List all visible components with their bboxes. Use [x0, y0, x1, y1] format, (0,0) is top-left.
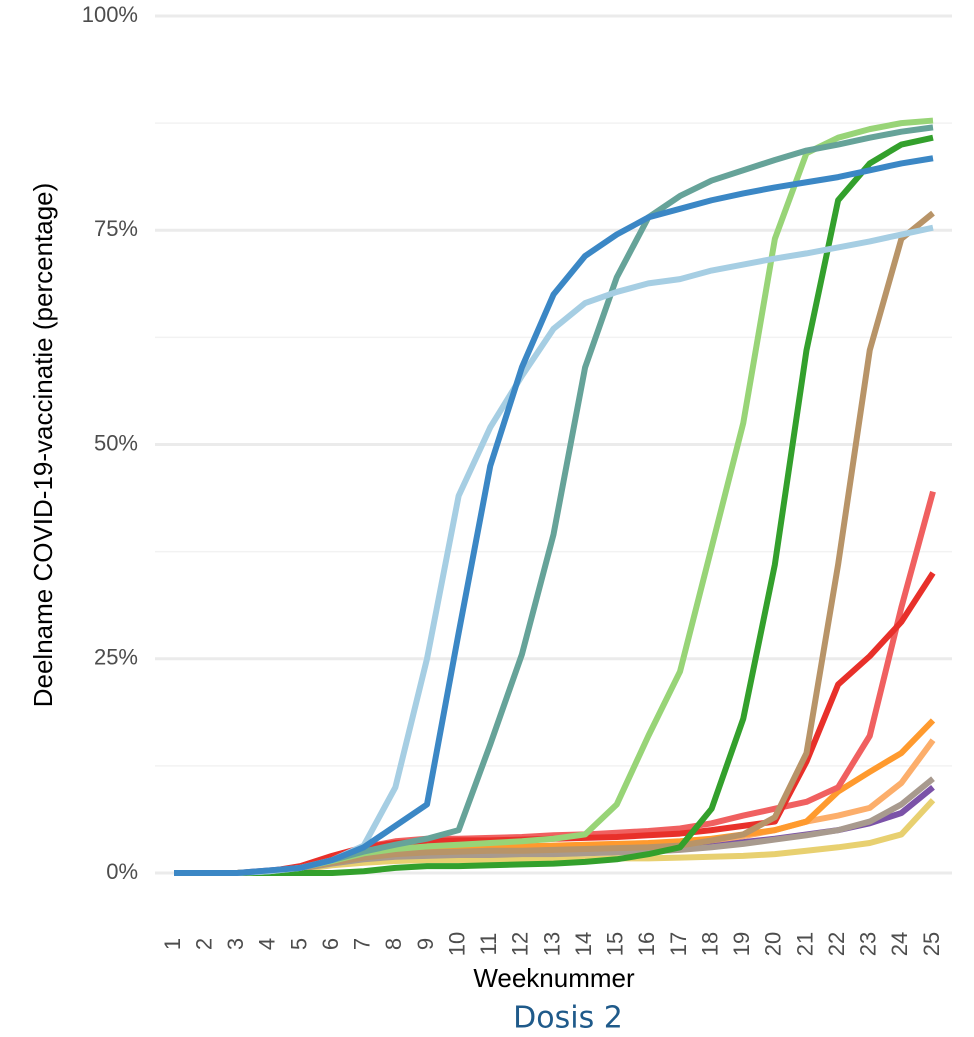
- subtitle: Dosis 2: [513, 1001, 623, 1036]
- series-line: [174, 571, 936, 876]
- x-tick-label: 16: [634, 932, 659, 956]
- x-tick-label: 22: [824, 932, 849, 956]
- y-axis-label: Deelname COVID-19-vaccinatie (percentage…: [28, 183, 58, 708]
- x-tick-label: 21: [792, 932, 817, 956]
- x-tick-label: 25: [919, 932, 944, 956]
- y-tick-label: 100%: [82, 2, 138, 27]
- y-tick-label: 75%: [94, 216, 138, 241]
- x-tick-label: 2: [191, 938, 216, 950]
- x-tick-label: 13: [539, 932, 564, 956]
- x-axis-label: Weeknummer: [473, 963, 635, 993]
- series-line: [174, 134, 934, 876]
- x-tick-label: 8: [381, 938, 406, 950]
- series-line: [174, 224, 934, 876]
- x-tick-label: 7: [350, 938, 375, 950]
- x-tick-label: 5: [286, 938, 311, 950]
- x-tick-label: 10: [444, 932, 469, 956]
- y-tick-label: 25%: [94, 645, 138, 670]
- x-tick-label: 20: [761, 932, 786, 956]
- x-tick-label: 19: [729, 932, 754, 956]
- series-line: [174, 155, 934, 876]
- x-tick-label: 23: [856, 932, 881, 956]
- x-tick-label: 12: [508, 932, 533, 956]
- x-tick-label: 15: [603, 932, 628, 956]
- x-tick-label: 4: [255, 938, 280, 950]
- x-tick-label: 9: [413, 938, 438, 950]
- series-line: [174, 124, 934, 876]
- series-line: [174, 117, 934, 876]
- x-tick-label: 14: [571, 932, 596, 956]
- y-tick-label: 0%: [106, 859, 138, 884]
- x-tick-label: 18: [697, 932, 722, 956]
- x-tick-label: 6: [318, 938, 343, 950]
- x-tick-label: 17: [666, 932, 691, 956]
- x-tick-label: 1: [160, 938, 185, 950]
- x-tick-label: 3: [223, 938, 248, 950]
- x-tick-label: 24: [887, 932, 912, 956]
- x-tick-label: 11: [476, 933, 501, 956]
- y-tick-label: 50%: [94, 430, 138, 455]
